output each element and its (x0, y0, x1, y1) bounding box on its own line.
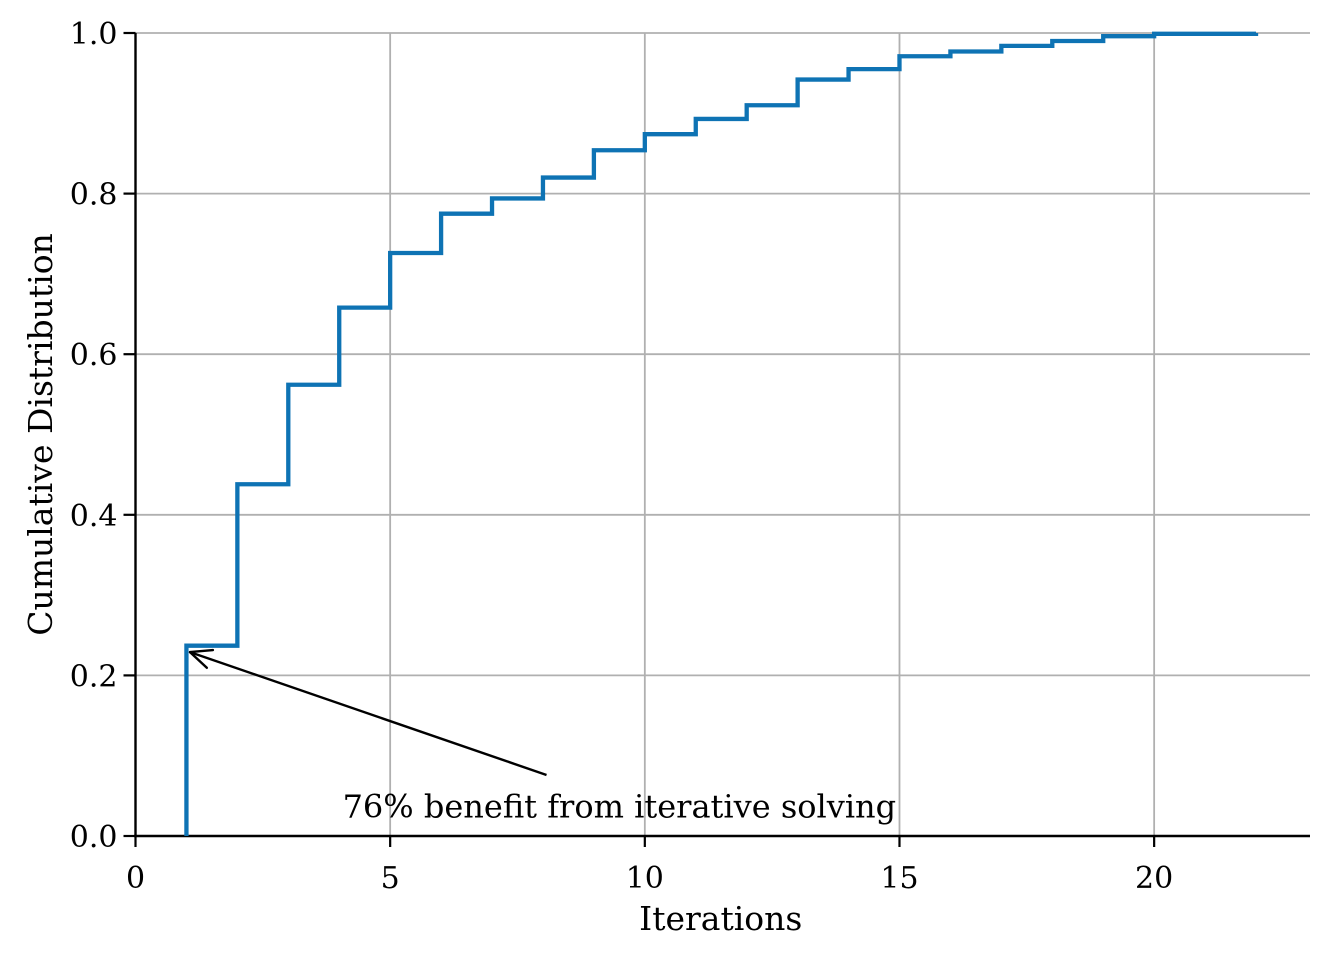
y-tick-label: 0.8 (70, 178, 118, 213)
arrow-shaft (189, 650, 547, 777)
x-tick-label: 10 (626, 861, 664, 896)
y-tick-label: 0.0 (70, 820, 118, 855)
x-tick-label: 20 (1135, 861, 1173, 896)
grid-lines (134, 32, 1310, 837)
y-tick-label: 1.0 (70, 17, 118, 52)
y-tick-label: 0.2 (70, 659, 118, 694)
cdf-step-line (184, 31, 1259, 836)
axis-ticks (123, 31, 1156, 847)
x-tick-label: 5 (381, 861, 400, 896)
arrow-barb (188, 650, 209, 670)
y-tick-label: 0.6 (70, 338, 118, 373)
x-axis-label: Iterations (639, 899, 802, 938)
annotation-arrow (188, 648, 547, 777)
tick-labels: 0 5 10 15 20 0.0 0.2 0.4 0.6 0.8 1.0 (70, 17, 1173, 896)
y-tick-label: 0.4 (70, 499, 118, 534)
x-tick-label: 0 (126, 861, 145, 896)
y-axis-label: Cumulative Distribution (21, 233, 60, 636)
arrow-barb (188, 648, 215, 654)
x-tick-label: 15 (880, 861, 918, 896)
axis-spines (134, 33, 1310, 838)
annotation-text: 76% benefit from iterative solving (343, 787, 897, 825)
